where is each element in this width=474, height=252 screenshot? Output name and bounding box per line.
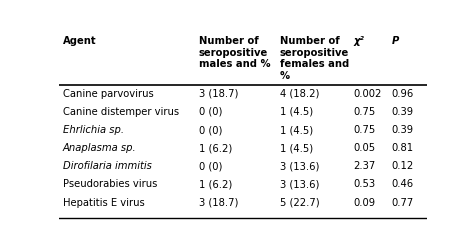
Text: 0.46: 0.46: [392, 179, 414, 189]
Text: Agent: Agent: [63, 36, 97, 46]
Text: 3 (18.7): 3 (18.7): [199, 88, 238, 99]
Text: Canine parvovirus: Canine parvovirus: [63, 88, 154, 99]
Text: 0.75: 0.75: [353, 124, 375, 135]
Text: 0.39: 0.39: [392, 107, 414, 116]
Text: χ²: χ²: [353, 36, 364, 46]
Text: 1 (6.2): 1 (6.2): [199, 143, 232, 152]
Text: Canine distemper virus: Canine distemper virus: [63, 107, 179, 116]
Text: 4 (18.2): 4 (18.2): [280, 88, 319, 99]
Text: P: P: [392, 36, 399, 46]
Text: Number of
seropositive
males and %: Number of seropositive males and %: [199, 36, 271, 69]
Text: 0.002: 0.002: [353, 88, 382, 99]
Text: Hepatitis E virus: Hepatitis E virus: [63, 197, 145, 207]
Text: 0.53: 0.53: [353, 179, 375, 189]
Text: Dirofilaria immitis: Dirofilaria immitis: [63, 161, 152, 171]
Text: 0.81: 0.81: [392, 143, 414, 152]
Text: 1 (4.5): 1 (4.5): [280, 107, 313, 116]
Text: 0.09: 0.09: [353, 197, 375, 207]
Text: 3 (13.6): 3 (13.6): [280, 179, 319, 189]
Text: Ehrlichia sp.: Ehrlichia sp.: [63, 124, 124, 135]
Text: 0.05: 0.05: [353, 143, 375, 152]
Text: 0.75: 0.75: [353, 107, 375, 116]
Text: 2.37: 2.37: [353, 161, 375, 171]
Text: 0.39: 0.39: [392, 124, 414, 135]
Text: Anaplasma sp.: Anaplasma sp.: [63, 143, 137, 152]
Text: 0.77: 0.77: [392, 197, 414, 207]
Text: Number of
seropositive
females and
%: Number of seropositive females and %: [280, 36, 349, 81]
Text: 0 (0): 0 (0): [199, 161, 222, 171]
Text: 0 (0): 0 (0): [199, 107, 222, 116]
Text: 0.96: 0.96: [392, 88, 414, 99]
Text: 0.12: 0.12: [392, 161, 414, 171]
Text: 0 (0): 0 (0): [199, 124, 222, 135]
Text: 1 (4.5): 1 (4.5): [280, 124, 313, 135]
Text: 1 (6.2): 1 (6.2): [199, 179, 232, 189]
Text: 3 (18.7): 3 (18.7): [199, 197, 238, 207]
Text: 1 (4.5): 1 (4.5): [280, 143, 313, 152]
Text: 3 (13.6): 3 (13.6): [280, 161, 319, 171]
Text: 5 (22.7): 5 (22.7): [280, 197, 319, 207]
Text: Pseudorabies virus: Pseudorabies virus: [63, 179, 157, 189]
